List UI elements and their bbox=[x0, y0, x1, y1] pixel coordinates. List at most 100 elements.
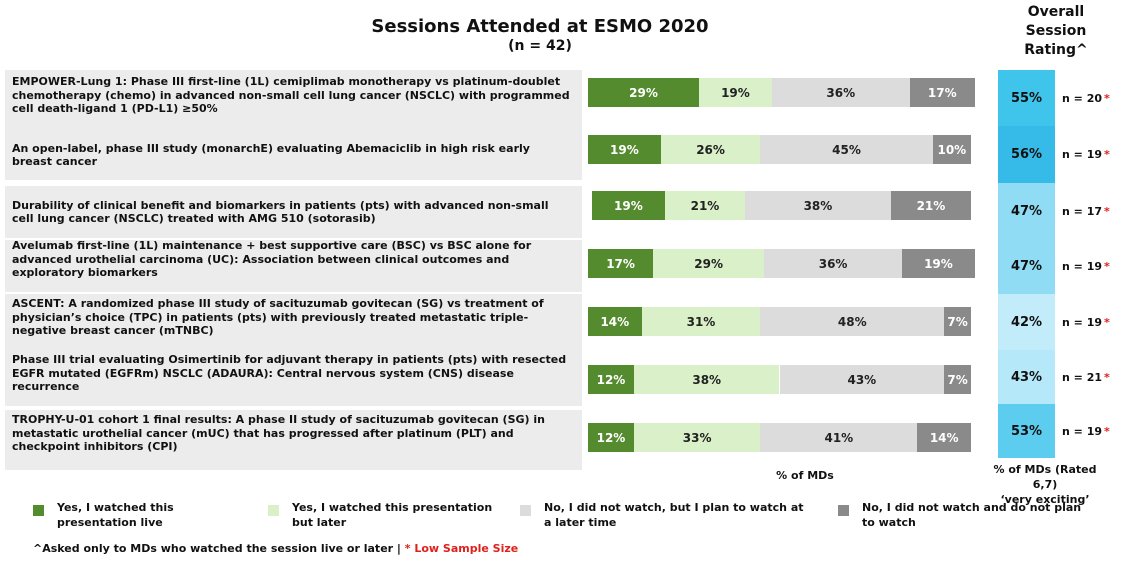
rating-value: 47% bbox=[1010, 259, 1043, 274]
low-sample-marker: * bbox=[1104, 148, 1110, 161]
bar-segment: 36% bbox=[764, 249, 903, 278]
bar-segment: 12% bbox=[588, 423, 634, 452]
bar-segment: 7% bbox=[944, 307, 971, 336]
bar-segment: 14% bbox=[917, 423, 971, 452]
rating-axis-label: % of MDs (Rated 6,7) ‘very exciting’ bbox=[980, 462, 1110, 507]
chart-title: Sessions Attended at ESMO 2020 bbox=[371, 16, 709, 37]
category-row-background bbox=[5, 294, 582, 354]
bar-value-label: 26% bbox=[696, 142, 725, 157]
bar-segment: 29% bbox=[653, 249, 765, 278]
rating-cell: 55% bbox=[998, 70, 1055, 126]
legend-label: Yes, I watched this presentation live bbox=[57, 501, 174, 529]
bar-segment: 38% bbox=[633, 365, 780, 394]
low-sample-marker: * bbox=[1104, 315, 1110, 329]
bar-value-label: 38% bbox=[692, 372, 722, 387]
bar-value-label: 19% bbox=[614, 198, 643, 213]
bar-segment: 43% bbox=[779, 365, 945, 394]
bar-value-label: 21% bbox=[916, 198, 946, 213]
chart-subtitle: (n = 42) bbox=[508, 38, 572, 54]
category-label: ASCENT: A randomized phase III study of … bbox=[12, 297, 544, 337]
sample-size-label: n = 19 * bbox=[1062, 126, 1118, 183]
bar-value-label: 14% bbox=[600, 314, 630, 329]
legend-swatch bbox=[838, 505, 849, 516]
rating-column-title: Overall Session Rating^ bbox=[1024, 4, 1088, 58]
bar-value-label: 48% bbox=[837, 314, 867, 329]
bar-segment: 33% bbox=[633, 423, 761, 452]
category-row-background bbox=[5, 240, 582, 292]
bar-value-label: 29% bbox=[629, 85, 658, 100]
bar-segment: 10% bbox=[932, 135, 971, 164]
legend-label: No, I did not watch, but I plan to watch… bbox=[544, 501, 804, 529]
category-row-background bbox=[5, 410, 582, 470]
bar-value-label: 19% bbox=[924, 256, 953, 271]
bar-value-label: 12% bbox=[596, 372, 626, 387]
sample-size-label: n = 19 * bbox=[1062, 239, 1118, 294]
x-axis-label: % of MDs bbox=[776, 469, 834, 482]
rating-value: 53% bbox=[1010, 423, 1043, 439]
bar-value-label: 7% bbox=[947, 372, 968, 387]
bar-value-label: 10% bbox=[937, 142, 967, 157]
category-row-background bbox=[5, 186, 582, 238]
bar-value-label: 19% bbox=[610, 142, 639, 157]
sample-size-value: n = 19 bbox=[1062, 260, 1103, 273]
category-label: Phase III trial evaluating Osimertinib f… bbox=[12, 353, 567, 393]
rating-value: 43% bbox=[1010, 369, 1043, 385]
bar-segment: 21% bbox=[890, 191, 972, 220]
category-row-background bbox=[5, 354, 582, 406]
bar-value-label: 31% bbox=[686, 314, 716, 329]
bar-value-label: 29% bbox=[694, 256, 723, 271]
rating-axis-label-line1: % of MDs (Rated 6,7) bbox=[993, 463, 1097, 491]
category-label: Durability of clinical benefit and bioma… bbox=[12, 198, 549, 226]
bar-value-label: 17% bbox=[927, 85, 957, 100]
low-sample-marker: * bbox=[1104, 260, 1110, 273]
category-label: TROPHY-U-01 cohort 1 final results: A ph… bbox=[12, 413, 545, 453]
sample-size-label: n = 20 * bbox=[1062, 70, 1118, 126]
category-label: Avelumab first-line (1L) maintenance + b… bbox=[12, 239, 532, 279]
bar-segment: 19% bbox=[588, 135, 661, 164]
sample-size-value: n = 19 bbox=[1062, 315, 1103, 329]
rating-cell: 47% bbox=[998, 183, 1055, 239]
bar-value-label: 7% bbox=[947, 314, 968, 329]
category-label: An open-label, phase III study (monarchE… bbox=[12, 141, 530, 169]
bar-value-label: 14% bbox=[929, 430, 959, 445]
footnote-text: ^Asked only to MDs who watched the sessi… bbox=[33, 542, 405, 555]
category-row-background bbox=[5, 130, 582, 180]
bar-segment: 38% bbox=[745, 191, 891, 220]
sample-size-value: n = 21 bbox=[1062, 370, 1103, 384]
bar-segment: 21% bbox=[664, 191, 746, 220]
legend-swatch bbox=[268, 505, 279, 516]
bar-value-label: 12% bbox=[596, 430, 626, 445]
sample-size-value: n = 19 bbox=[1062, 424, 1103, 438]
bar-value-label: 36% bbox=[826, 85, 856, 100]
footnote-low-sample: * Low Sample Size bbox=[404, 542, 519, 555]
sample-size-label: n = 17 * bbox=[1062, 183, 1118, 239]
bar-value-label: 21% bbox=[690, 198, 720, 213]
sample-size-label: n = 21 * bbox=[1062, 350, 1118, 404]
rating-cell: 43% bbox=[998, 350, 1055, 404]
rating-cell: 47% bbox=[998, 239, 1055, 294]
bar-segment: 45% bbox=[760, 135, 933, 164]
rating-value: 47% bbox=[1010, 203, 1043, 219]
legend-label: No, I did not watch and do not plan to w… bbox=[862, 501, 1082, 529]
bar-segment: 7% bbox=[944, 365, 971, 394]
bar-segment: 19% bbox=[592, 191, 665, 220]
sample-size-value: n = 17 bbox=[1062, 204, 1103, 218]
low-sample-marker: * bbox=[1104, 91, 1110, 105]
bar-value-label: 41% bbox=[824, 430, 854, 445]
bar-value-label: 17% bbox=[606, 256, 635, 271]
bar-segment: 12% bbox=[588, 365, 634, 394]
legend-swatch bbox=[520, 505, 531, 516]
rating-cell: 56% bbox=[998, 126, 1055, 183]
rating-cell: 42% bbox=[998, 294, 1055, 350]
bar-segment: 17% bbox=[588, 249, 654, 278]
bar-segment: 14% bbox=[588, 307, 642, 336]
bar-segment: 26% bbox=[660, 135, 761, 164]
rating-value: 55% bbox=[1010, 90, 1043, 106]
bar-segment: 17% bbox=[909, 78, 975, 107]
bar-value-label: 45% bbox=[832, 142, 861, 157]
legend-swatch bbox=[33, 505, 44, 516]
bar-segment: 48% bbox=[760, 307, 945, 336]
bar-value-label: 38% bbox=[803, 198, 833, 213]
sample-size-value: n = 19 bbox=[1062, 148, 1103, 161]
bar-segment: 36% bbox=[771, 78, 910, 107]
